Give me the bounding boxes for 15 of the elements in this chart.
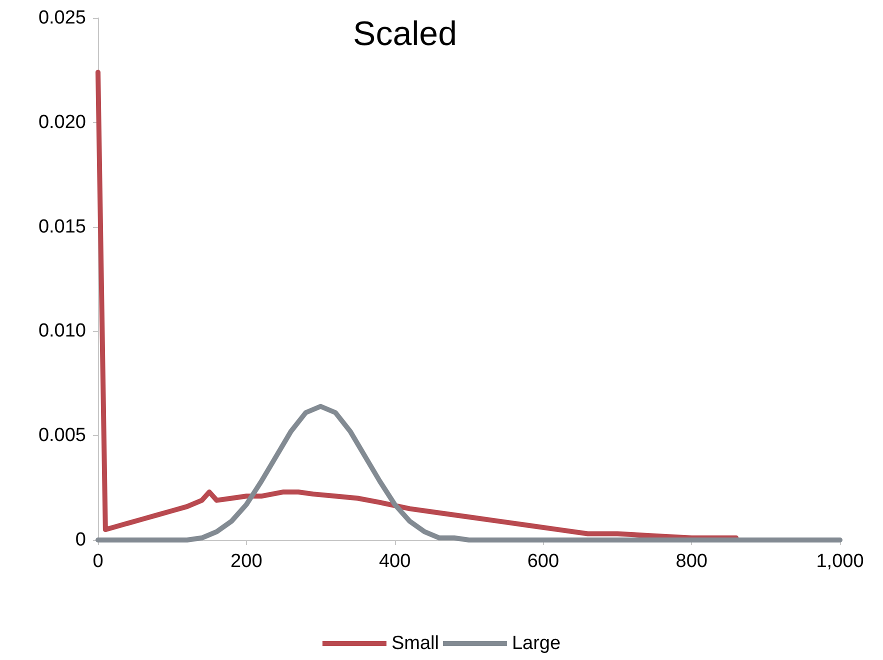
y-tick-label: 0.015 bbox=[38, 216, 86, 238]
legend-label: Small bbox=[391, 633, 439, 654]
x-tick-label: 200 bbox=[230, 551, 262, 572]
x-tick-label: 0 bbox=[92, 551, 104, 572]
x-tick-label: 1,000 bbox=[816, 551, 864, 572]
y-tick-label: 0.020 bbox=[38, 112, 86, 133]
chart-title: Scaled bbox=[353, 15, 457, 53]
y-tick-label: 0.010 bbox=[38, 320, 86, 342]
y-tick-label: 0 bbox=[75, 530, 86, 550]
y-tick-label: 0.025 bbox=[38, 8, 86, 28]
legend-label: Large bbox=[512, 633, 561, 654]
y-tick-label: 0.005 bbox=[38, 425, 86, 446]
x-tick-label: 600 bbox=[527, 551, 560, 572]
x-tick-label: 400 bbox=[378, 551, 411, 572]
x-tick-label: 800 bbox=[676, 551, 708, 572]
